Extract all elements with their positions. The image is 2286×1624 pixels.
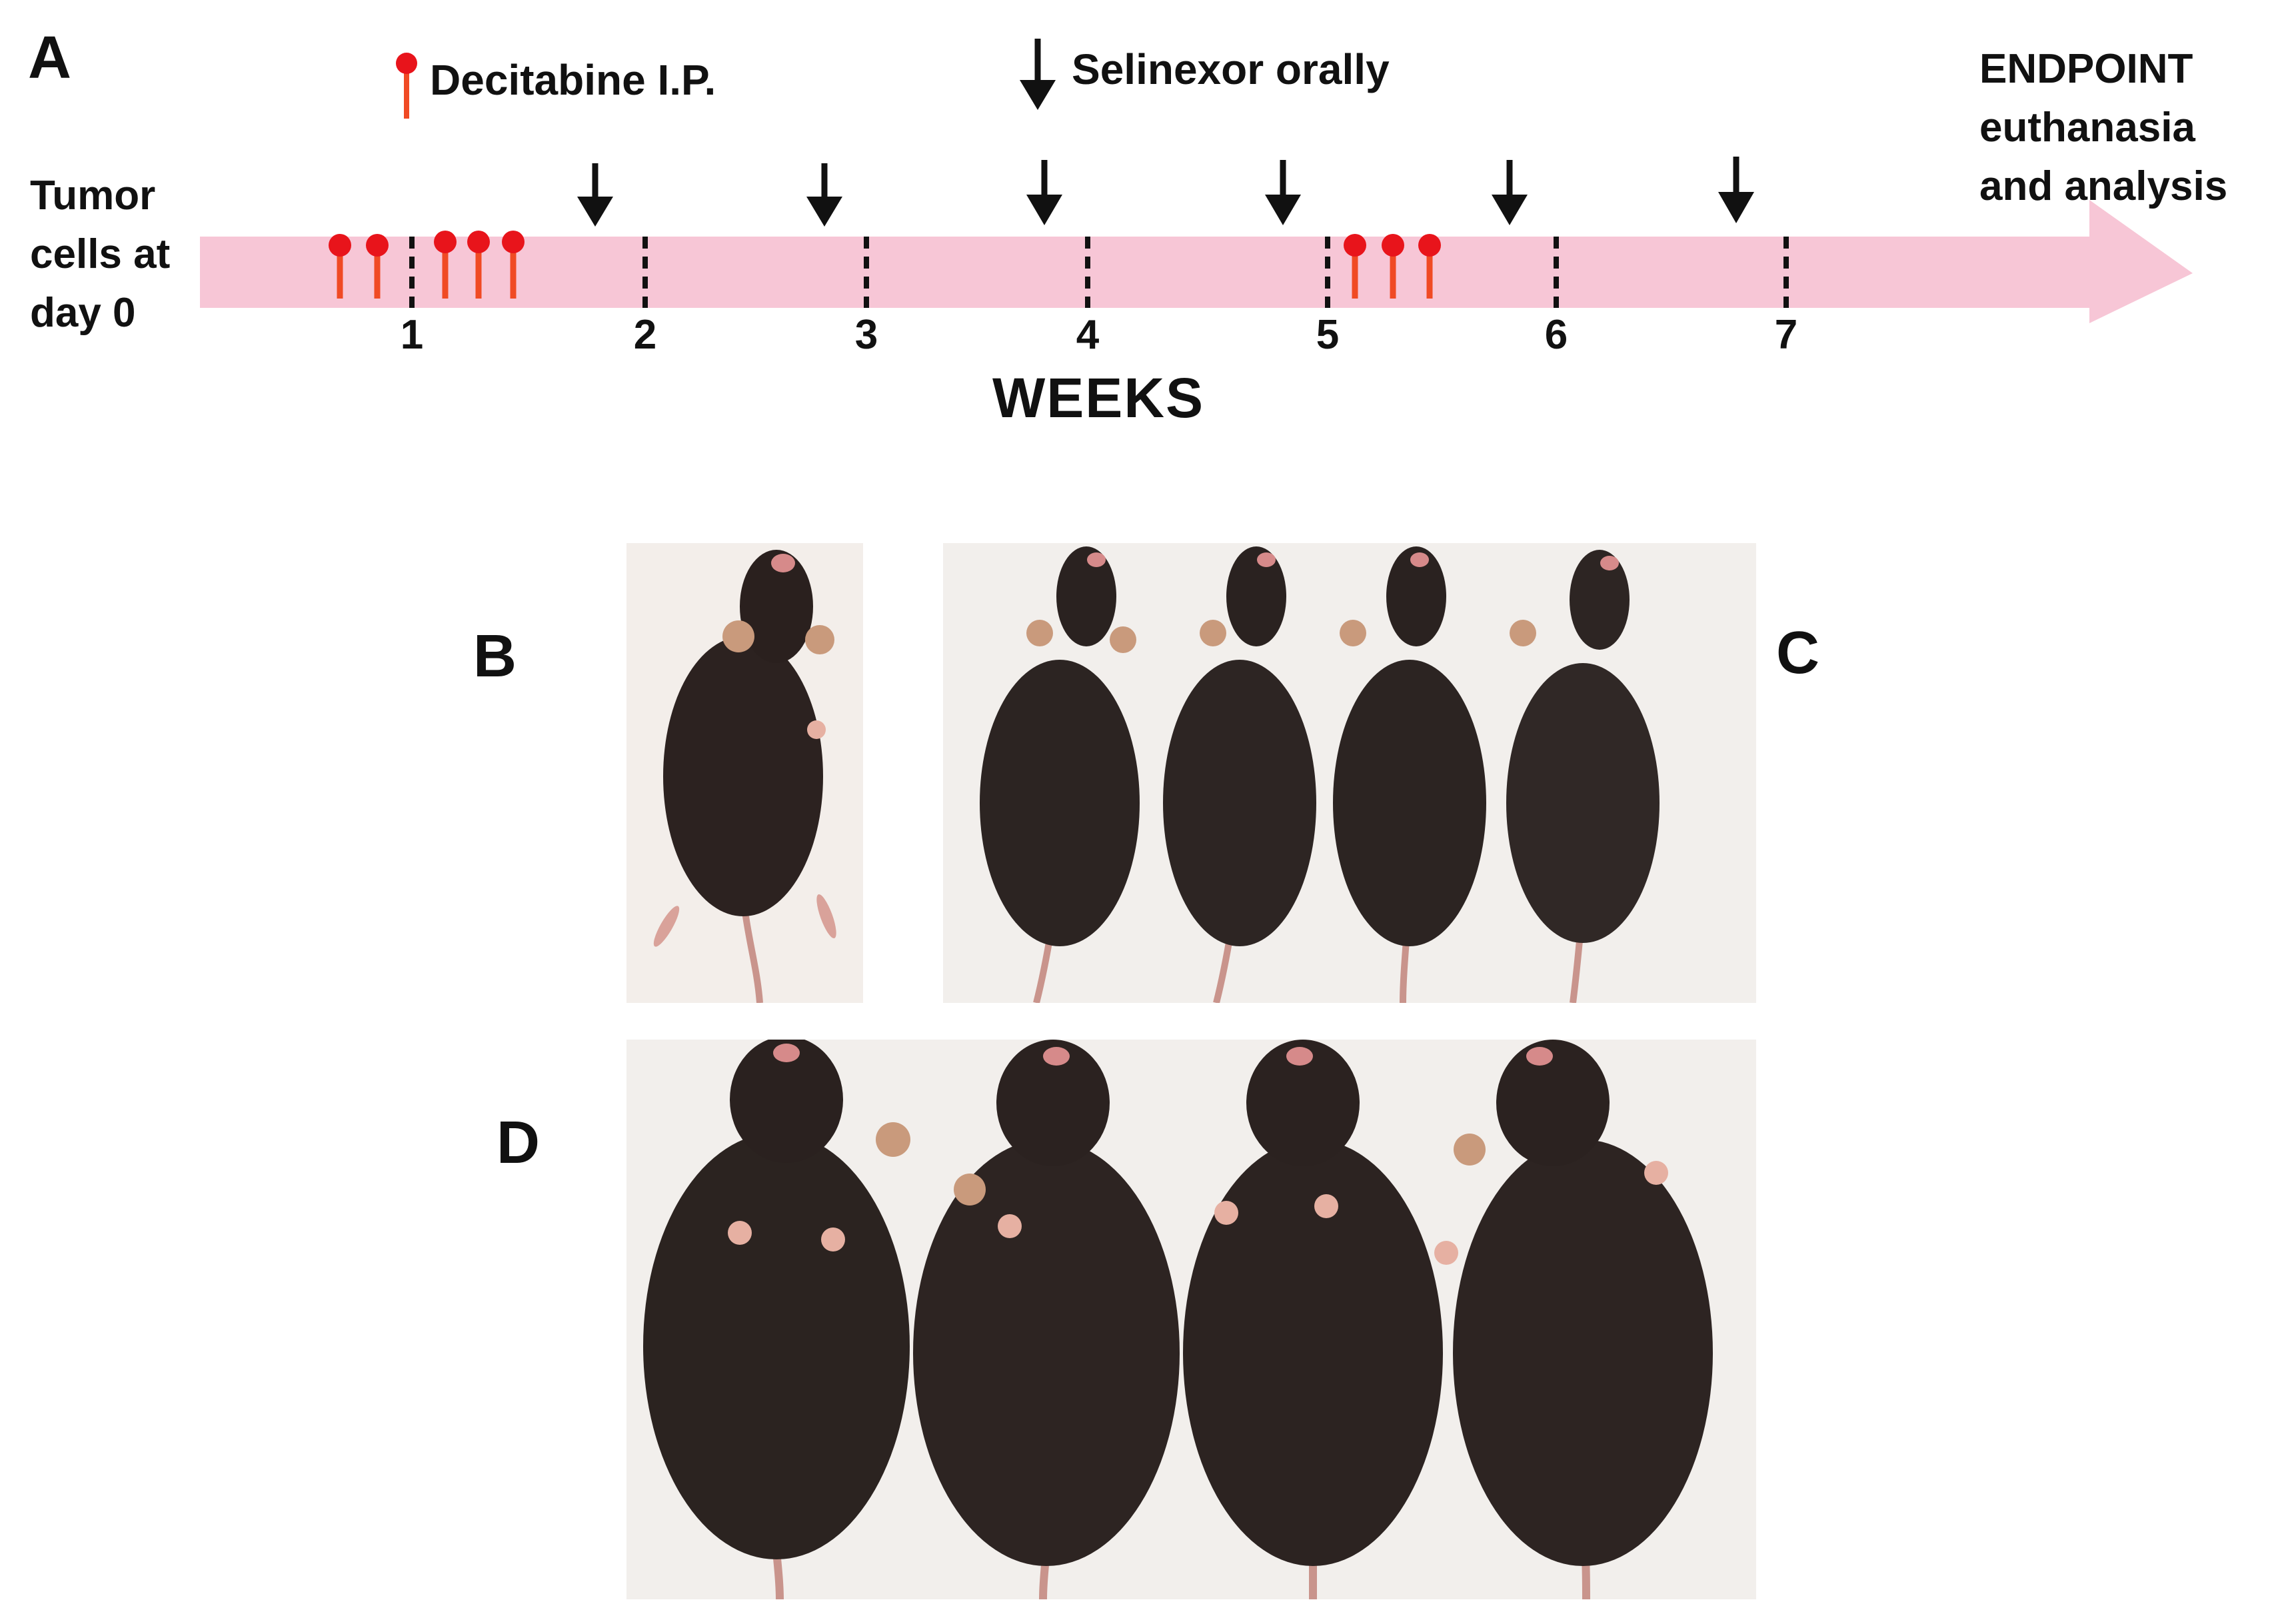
photo-panel-d [626, 1040, 1756, 1599]
selinexor-legend-label: Selinexor orally [1072, 45, 1390, 93]
mouse-d-4 [1434, 1040, 1713, 1599]
decitabine-marker [1344, 234, 1366, 299]
week-label-7: 7 [1774, 312, 1798, 358]
decitabine-marker [1418, 234, 1441, 299]
mouse-d-3 [1183, 1040, 1443, 1599]
week-label-5: 5 [1316, 312, 1340, 358]
selinexor-legend-arrow [1020, 39, 1056, 110]
selinexor-arrow [1718, 157, 1754, 223]
mouse-photo-d [626, 1040, 1756, 1599]
week-label-4: 4 [1076, 312, 1100, 358]
timeline-diagram [200, 39, 2193, 323]
end-label-line-1: ENDPOINT [1979, 46, 2193, 92]
timeline-end-label: ENDPOINT euthanasia and analysis [1979, 40, 2227, 216]
selinexor-arrow [577, 163, 613, 227]
week-label-1: 1 [400, 312, 424, 358]
decitabine-marker [1382, 234, 1404, 299]
decitabine-markers [329, 231, 1441, 299]
selinexor-arrow [1026, 160, 1062, 225]
start-label-line-2: cells at [30, 231, 171, 278]
week-label-2: 2 [633, 312, 657, 358]
panel-label-d: D [497, 1110, 540, 1176]
decitabine-marker [329, 234, 351, 299]
panel-label-c: C [1776, 620, 1819, 686]
mouse-c-3 [1333, 546, 1486, 1003]
mouse-photo-b [626, 543, 863, 1003]
photo-panel-b [626, 543, 863, 1003]
selinexor-arrow [1492, 160, 1528, 225]
decitabine-marker [434, 231, 457, 299]
mouse-d-1 [643, 1040, 910, 1599]
decitabine-marker [467, 231, 490, 299]
mouse-photo-c [943, 543, 1756, 1003]
timeline-band-arrow [200, 200, 2193, 323]
decitabine-marker [502, 231, 525, 299]
selinexor-arrow [806, 163, 842, 227]
end-label-line-2: euthanasia [1979, 105, 2195, 151]
panel-label-b: B [473, 623, 517, 690]
panel-label-a: A [28, 25, 71, 91]
mouse-c-1 [980, 546, 1140, 1003]
week-label-3: 3 [854, 312, 878, 358]
week-label-6: 6 [1544, 312, 1568, 358]
decitabine-legend-label: Decitabine I.P. [430, 56, 716, 104]
start-label-line-1: Tumor [30, 173, 156, 219]
mouse-c-2 [1163, 546, 1316, 1003]
decitabine-legend-icon [396, 53, 417, 119]
mouse-c-4 [1506, 550, 1660, 1003]
timeline-axis-title: WEEKS [992, 367, 1205, 429]
selinexor-arrow [1265, 160, 1301, 225]
start-label-line-3: day 0 [30, 290, 136, 337]
end-label-line-3: and analysis [1979, 163, 2228, 210]
week-ticks [409, 237, 1789, 308]
timeline-start-label: Tumor cells at day 0 [30, 167, 170, 343]
decitabine-marker [366, 234, 389, 299]
selinexor-arrows [577, 157, 1754, 227]
mouse-d-2 [913, 1040, 1180, 1599]
photo-panel-c [943, 543, 1756, 1003]
